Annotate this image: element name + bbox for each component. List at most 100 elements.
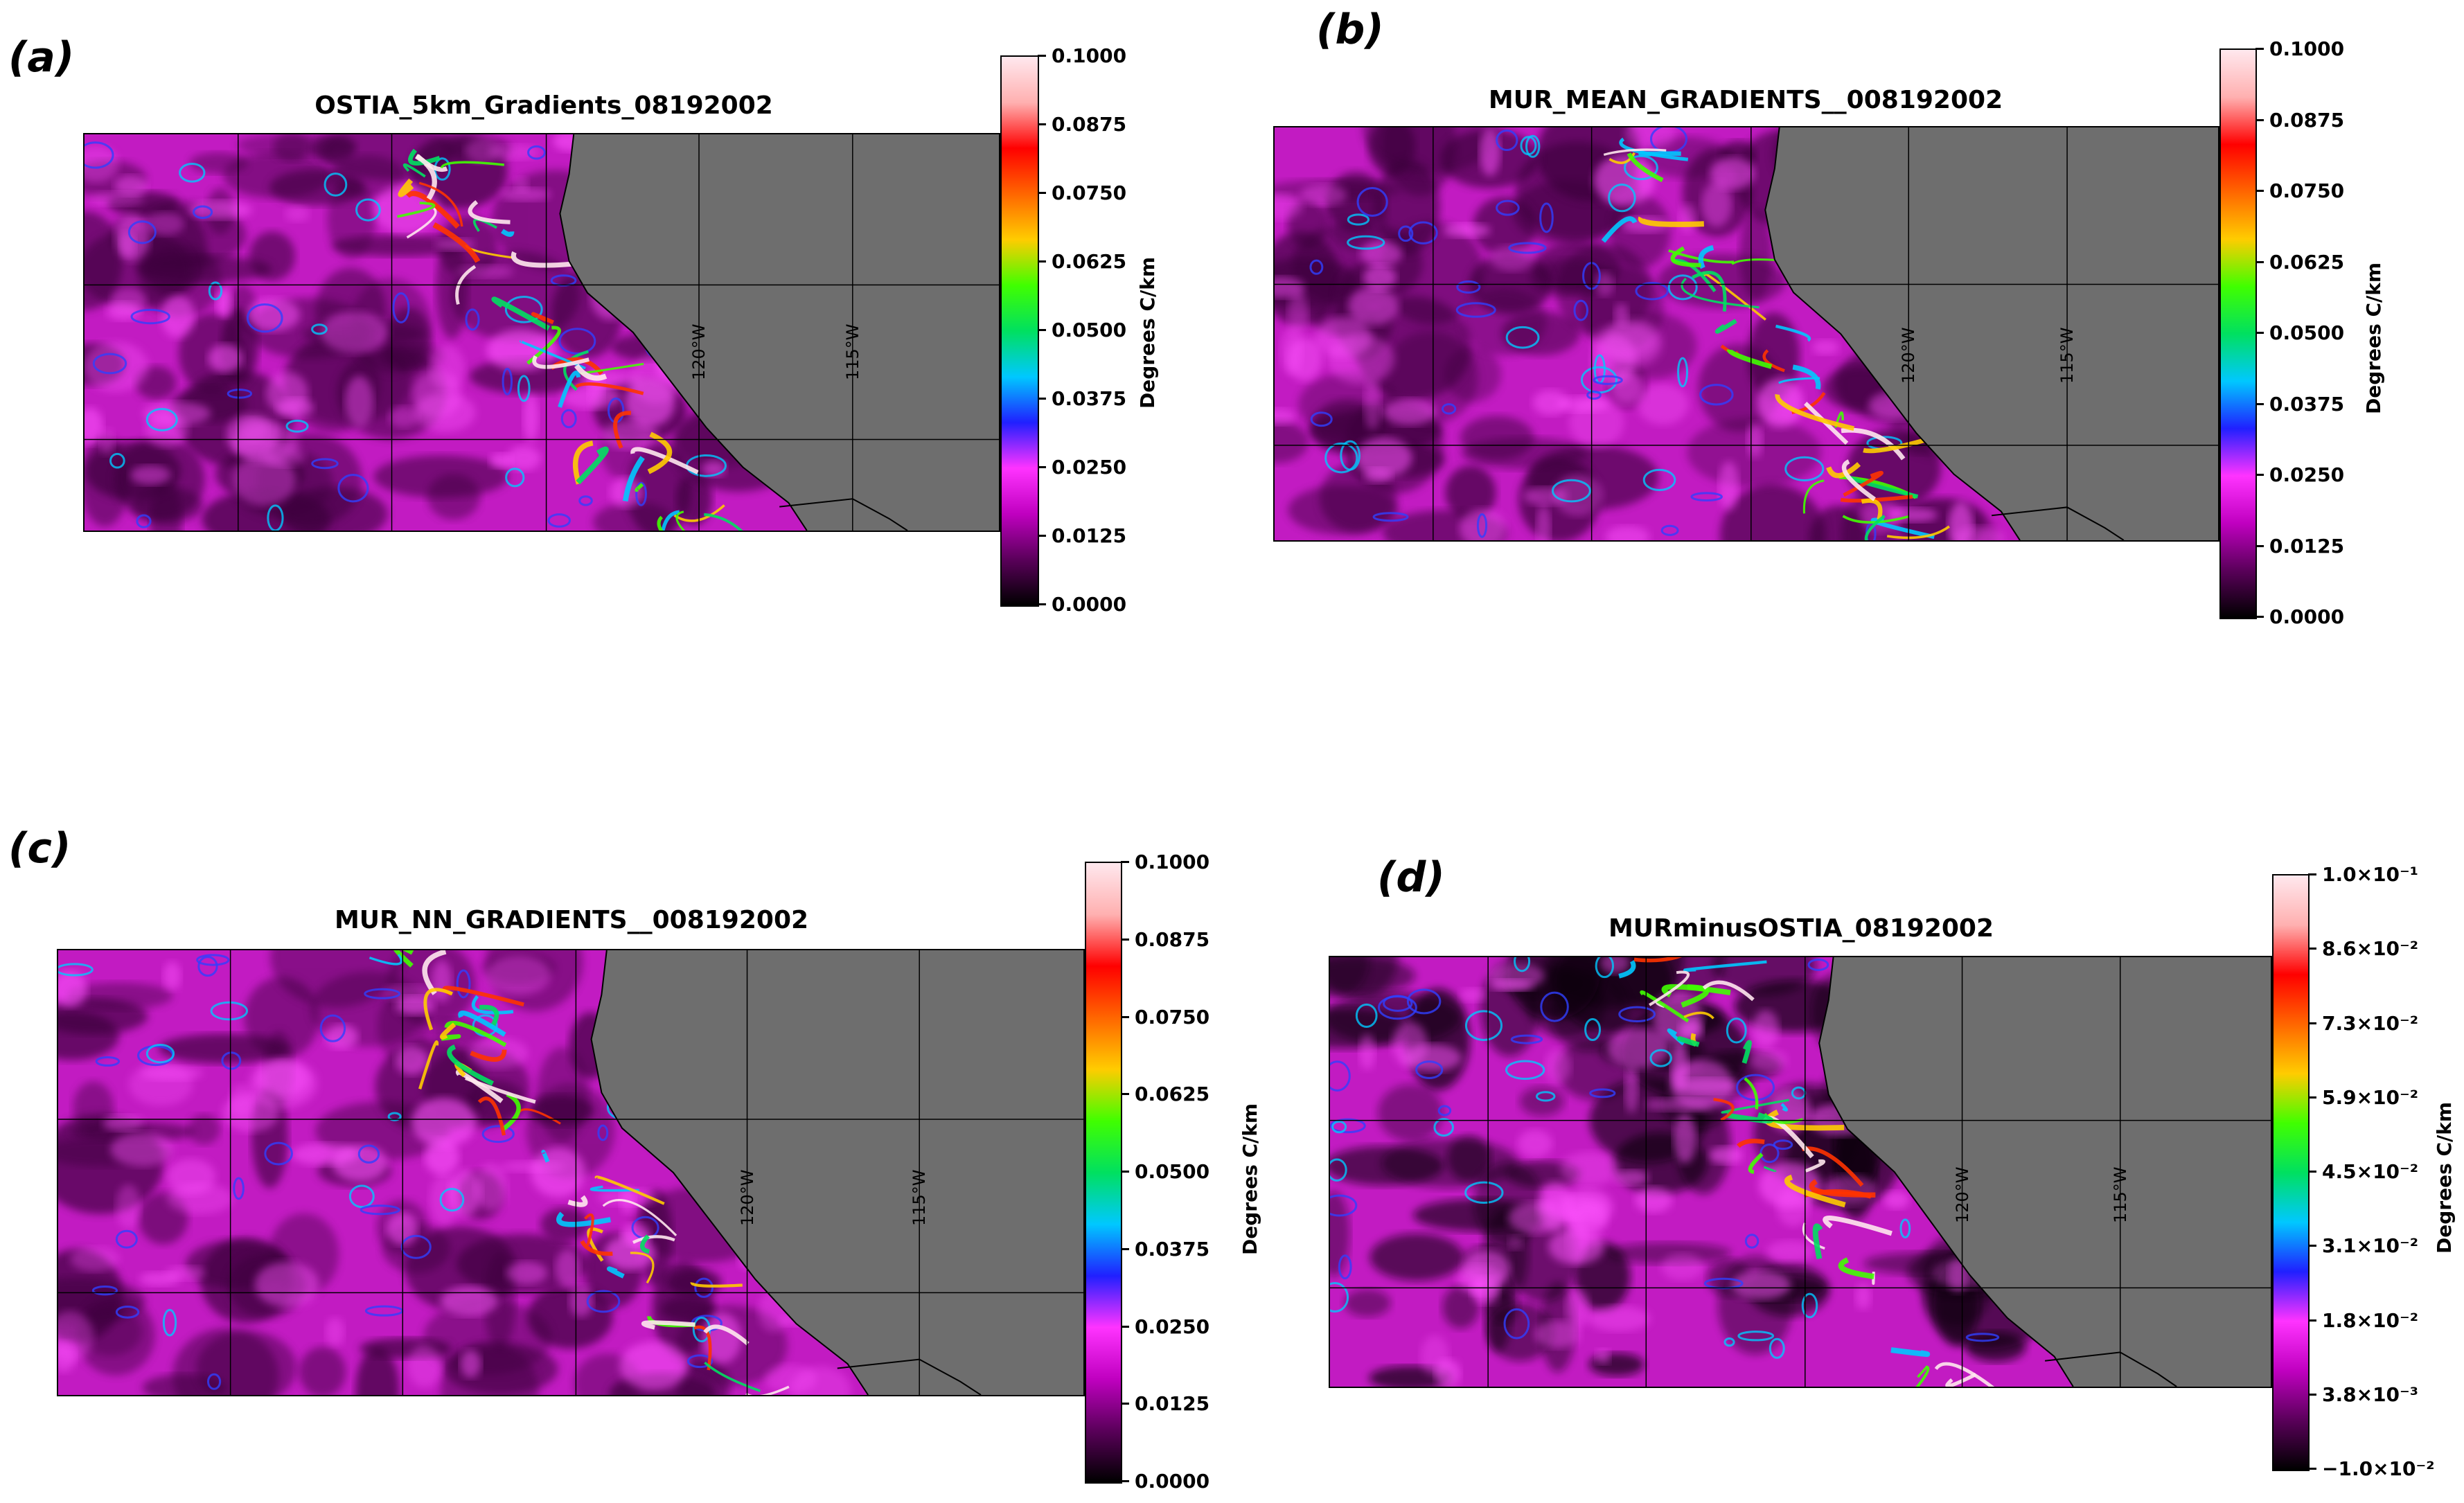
colorbar-tick-label: 0.0250 bbox=[1135, 1315, 1210, 1338]
colorbar-tick-label: 0.0750 bbox=[2269, 179, 2345, 202]
colorbar-tick: 0.0500 bbox=[2255, 321, 2344, 344]
colorbar-label: Degrees C/km bbox=[2433, 1101, 2456, 1254]
colorbar-tick-label: 0.1000 bbox=[1052, 44, 1127, 67]
colorbar-tick-label: 0.0875 bbox=[1052, 113, 1127, 136]
colorbar-tick-label: 7.3×10⁻² bbox=[2322, 1011, 2419, 1035]
colorbar-tick: 0.0250 bbox=[1038, 456, 1126, 479]
colorbar-tick-label: 0.0625 bbox=[1052, 250, 1127, 273]
colorbar-tick-label: 0.0375 bbox=[1052, 387, 1127, 410]
panel-title: OSTIA_5km_Gradients_08192002 bbox=[314, 91, 773, 120]
colorbar-tick-label: −1.0×10⁻² bbox=[2322, 1457, 2435, 1480]
colorbar-tick: 0.0250 bbox=[1121, 1315, 1209, 1338]
colorbar-tick: 0.0375 bbox=[1121, 1238, 1209, 1261]
colorbar-label: Degrees C/km bbox=[1136, 256, 1159, 409]
colorbar-tick: 0.1000 bbox=[1038, 44, 1126, 67]
colorbar-tick-label: 1.0×10⁻¹ bbox=[2322, 863, 2419, 886]
colorbar-tick: 0.0125 bbox=[1038, 524, 1126, 547]
colorbar-tick: 8.6×10⁻² bbox=[2308, 937, 2418, 960]
colorbar bbox=[2272, 874, 2310, 1471]
panel-title: MUR_MEAN_GRADIENTS__008192002 bbox=[1488, 86, 2003, 114]
colorbar-tick: 0.0500 bbox=[1038, 319, 1126, 341]
colorbar-tick-label: 0.0750 bbox=[1135, 1005, 1210, 1029]
colorbar-label: Degrees C/km bbox=[2362, 262, 2385, 414]
colorbar-tick: 7.3×10⁻² bbox=[2308, 1012, 2418, 1035]
colorbar-tick-label: 5.9×10⁻² bbox=[2322, 1085, 2419, 1109]
colorbar-tick: 3.1×10⁻² bbox=[2308, 1234, 2418, 1257]
panel-letter: (c) bbox=[8, 824, 71, 873]
longitude-label: 115°W bbox=[2057, 326, 2077, 384]
colorbar-tick-label: 0.1000 bbox=[2269, 37, 2345, 60]
colorbar-tick: 3.8×10⁻³ bbox=[2308, 1383, 2418, 1406]
colorbar-tick-label: 0.0250 bbox=[1052, 456, 1127, 479]
colorbar-tick-label: 0.0000 bbox=[1135, 1470, 1210, 1493]
colorbar-tick: 5.9×10⁻² bbox=[2308, 1086, 2418, 1109]
gradient-map: 120°W 115°W bbox=[57, 949, 1085, 1396]
colorbar-tick: 1.0×10⁻¹ bbox=[2308, 863, 2418, 886]
longitude-label: 120°W bbox=[689, 323, 709, 380]
colorbar-tick-label: 0.0125 bbox=[2269, 534, 2345, 558]
colorbar-tick-label: 0.0000 bbox=[1052, 593, 1127, 616]
colorbar-tick-label: 0.0125 bbox=[1135, 1392, 1210, 1416]
colorbar-tick: 0.0875 bbox=[2255, 109, 2344, 132]
longitude-label: 115°W bbox=[2110, 1166, 2130, 1224]
colorbar-tick-label: 4.5×10⁻² bbox=[2322, 1160, 2419, 1183]
colorbar-tick: 0.0750 bbox=[1038, 181, 1126, 204]
colorbar-tick-label: 0.0125 bbox=[1052, 524, 1127, 547]
longitude-label: 120°W bbox=[1899, 326, 1919, 384]
gradient-map: 120°W 115°W bbox=[1329, 956, 2272, 1388]
colorbar bbox=[1085, 862, 1122, 1484]
colorbar-tick-label: 0.0250 bbox=[2269, 463, 2345, 486]
colorbar-tick-label: 0.0750 bbox=[1052, 181, 1127, 204]
colorbar-tick: 0.0875 bbox=[1121, 928, 1209, 951]
colorbar-tick-label: 0.0375 bbox=[1135, 1237, 1210, 1261]
colorbar-tick-label: 0.0625 bbox=[2269, 250, 2345, 274]
colorbar-tick: −1.0×10⁻² bbox=[2308, 1457, 2435, 1480]
gradient-map: 120°W 115°W bbox=[83, 133, 1000, 532]
colorbar-tick-label: 3.1×10⁻² bbox=[2322, 1234, 2419, 1258]
panel-letter: (d) bbox=[1377, 853, 1445, 902]
colorbar-tick: 0.0750 bbox=[2255, 179, 2344, 202]
colorbar-tick: 0.0750 bbox=[1121, 1006, 1209, 1029]
colorbar bbox=[1000, 55, 1039, 607]
colorbar-tick-label: 0.0625 bbox=[1135, 1083, 1210, 1106]
panel-letter: (b) bbox=[1316, 6, 1384, 54]
longitude-label: 120°W bbox=[737, 1169, 757, 1227]
colorbar-label: Degrees C/km bbox=[1239, 1103, 1261, 1255]
colorbar-tick: 0.0625 bbox=[1038, 250, 1126, 273]
colorbar-tick: 0.0125 bbox=[1121, 1392, 1209, 1415]
colorbar-tick: 0.0375 bbox=[1038, 387, 1126, 410]
colorbar-tick-label: 0.0500 bbox=[2269, 321, 2345, 344]
colorbar-tick: 0.0375 bbox=[2255, 393, 2344, 416]
longitude-label: 115°W bbox=[842, 323, 862, 380]
panel-title: MUR_NN_GRADIENTS__008192002 bbox=[334, 906, 809, 934]
colorbar-tick: 4.5×10⁻² bbox=[2308, 1160, 2418, 1183]
gradient-map: 120°W 115°W bbox=[1273, 126, 2219, 542]
colorbar-tick-label: 0.0875 bbox=[1135, 927, 1210, 951]
colorbar-tick: 0.0000 bbox=[1121, 1470, 1209, 1493]
colorbar-tick: 0.0250 bbox=[2255, 463, 2344, 486]
panel-title: MURminusOSTIA_08192002 bbox=[1608, 914, 1994, 943]
colorbar-tick-label: 0.1000 bbox=[1135, 851, 1210, 873]
colorbar-tick: 0.0000 bbox=[1038, 593, 1126, 616]
colorbar-tick-label: 0.0000 bbox=[2269, 605, 2345, 628]
longitude-label: 120°W bbox=[1952, 1166, 1972, 1224]
colorbar-tick: 0.1000 bbox=[2255, 37, 2344, 60]
colorbar-tick: 0.0625 bbox=[1121, 1083, 1209, 1105]
colorbar-tick-label: 0.0375 bbox=[2269, 392, 2345, 416]
colorbar-tick: 0.0875 bbox=[1038, 113, 1126, 136]
colorbar-tick-label: 0.0500 bbox=[1135, 1160, 1210, 1183]
colorbar-tick-label: 1.8×10⁻² bbox=[2322, 1308, 2419, 1332]
colorbar-tick: 1.8×10⁻² bbox=[2308, 1309, 2418, 1332]
colorbar-tick-label: 0.0875 bbox=[2269, 108, 2345, 132]
colorbar-tick-label: 0.0500 bbox=[1052, 319, 1127, 341]
colorbar-tick: 0.0500 bbox=[1121, 1160, 1209, 1183]
colorbar-tick: 0.0000 bbox=[2255, 605, 2344, 628]
colorbar-tick: 0.0125 bbox=[2255, 535, 2344, 558]
longitude-label: 115°W bbox=[910, 1169, 930, 1227]
colorbar-tick: 0.0625 bbox=[2255, 251, 2344, 274]
colorbar-tick-label: 8.6×10⁻² bbox=[2322, 937, 2419, 961]
colorbar bbox=[2219, 48, 2257, 619]
colorbar-tick: 0.1000 bbox=[1121, 851, 1209, 873]
panel-letter: (a) bbox=[8, 33, 75, 82]
colorbar-tick-label: 3.8×10⁻³ bbox=[2322, 1382, 2419, 1406]
